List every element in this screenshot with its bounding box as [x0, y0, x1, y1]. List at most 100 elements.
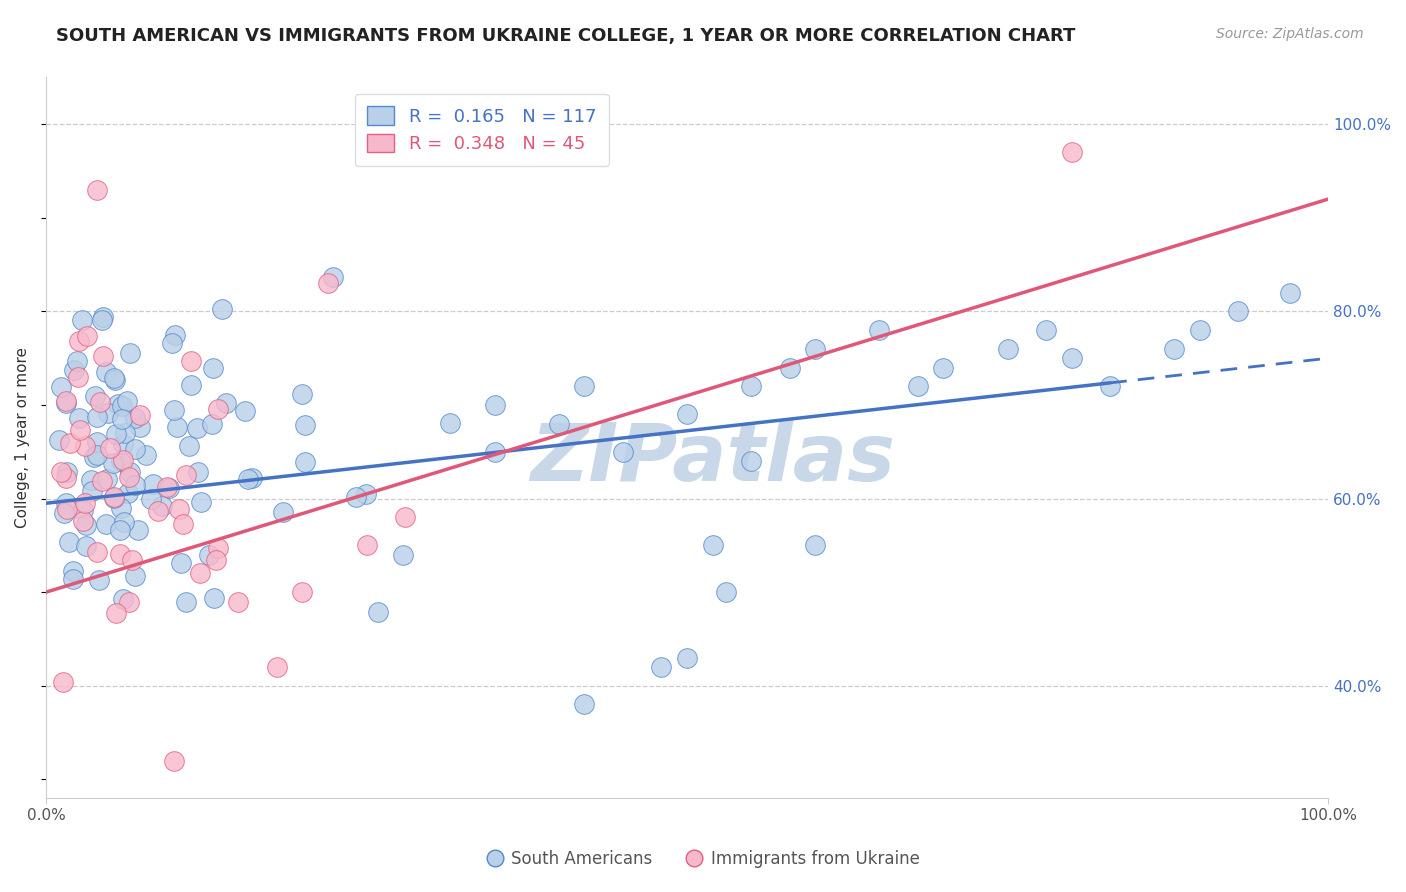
Point [55, 394, 77, 409]
Point [676, 650, 699, 665]
Point [394, 510, 416, 524]
Point [111, 453, 134, 467]
Point [118, 595, 141, 609]
Point [1060, 145, 1083, 160]
Point [1035, 323, 1057, 337]
Legend: R =  0.165   N = 117, R =  0.348   N = 45: R = 0.165 N = 117, R = 0.348 N = 45 [354, 94, 609, 166]
Point [107, 397, 129, 411]
Point [163, 754, 186, 768]
Point [72, 514, 94, 528]
Text: ZIPatlas: ZIPatlas [530, 420, 896, 499]
Point [1227, 304, 1250, 318]
Point [907, 379, 929, 393]
Point [56, 465, 79, 479]
Point [110, 501, 132, 516]
Point [51, 380, 73, 394]
Point [142, 476, 165, 491]
Point [91, 313, 114, 327]
Point [266, 660, 288, 674]
Point [69, 423, 91, 437]
Point [294, 455, 316, 469]
Point [180, 378, 202, 392]
Point [779, 360, 801, 375]
Point [226, 594, 249, 608]
Point [67, 410, 90, 425]
Point [1188, 323, 1211, 337]
Point [80, 483, 103, 498]
Point [91, 350, 114, 364]
Point [104, 426, 127, 441]
Point [114, 425, 136, 440]
Point [146, 504, 169, 518]
Point [93, 310, 115, 325]
Point [150, 499, 173, 513]
Point [740, 379, 762, 393]
Point [316, 277, 339, 291]
Point [271, 505, 294, 519]
Point [702, 538, 724, 552]
Point [111, 592, 134, 607]
Text: Source: ZipAtlas.com: Source: ZipAtlas.com [1216, 27, 1364, 41]
Point [73, 439, 96, 453]
Point [240, 471, 263, 485]
Point [86, 183, 108, 197]
Point [83, 450, 105, 465]
Point [112, 437, 135, 451]
Point [129, 408, 152, 422]
Point [55, 395, 77, 409]
Point [163, 403, 186, 417]
Point [118, 469, 141, 483]
Point [804, 538, 827, 552]
Point [1099, 379, 1122, 393]
Point [108, 524, 131, 538]
Point [84, 389, 107, 403]
Point [110, 454, 132, 468]
Point [215, 396, 238, 410]
Point [103, 455, 125, 469]
Point [650, 660, 672, 674]
Point [96, 472, 118, 486]
Point [391, 549, 413, 563]
Point [73, 496, 96, 510]
Point [932, 360, 955, 375]
Point [86, 545, 108, 559]
Point [291, 387, 314, 401]
Point [59, 435, 82, 450]
Point [356, 538, 378, 552]
Point [55, 501, 77, 516]
Point [236, 472, 259, 486]
Point [574, 698, 596, 712]
Point [80, 473, 103, 487]
Point [190, 495, 212, 509]
Point [97, 406, 120, 420]
Point [62, 564, 84, 578]
Point [120, 465, 142, 479]
Point [170, 556, 193, 570]
Point [72, 313, 94, 327]
Point [294, 418, 316, 433]
Point [103, 490, 125, 504]
Point [118, 346, 141, 360]
Point [75, 539, 97, 553]
Point [124, 568, 146, 582]
Point [235, 404, 257, 418]
Point [205, 553, 228, 567]
Point [104, 373, 127, 387]
Point [86, 434, 108, 449]
Point [202, 591, 225, 605]
Legend: South Americans, Immigrants from Ukraine: South Americans, Immigrants from Ukraine [479, 844, 927, 875]
Point [714, 585, 737, 599]
Point [174, 468, 197, 483]
Point [72, 503, 94, 517]
Point [124, 442, 146, 457]
Point [105, 606, 128, 620]
Point [367, 605, 389, 619]
Point [55, 471, 77, 485]
Point [1278, 285, 1301, 300]
Point [76, 329, 98, 343]
Point [322, 269, 344, 284]
Point [174, 595, 197, 609]
Point [201, 417, 224, 431]
Point [75, 518, 97, 533]
Point [356, 487, 378, 501]
